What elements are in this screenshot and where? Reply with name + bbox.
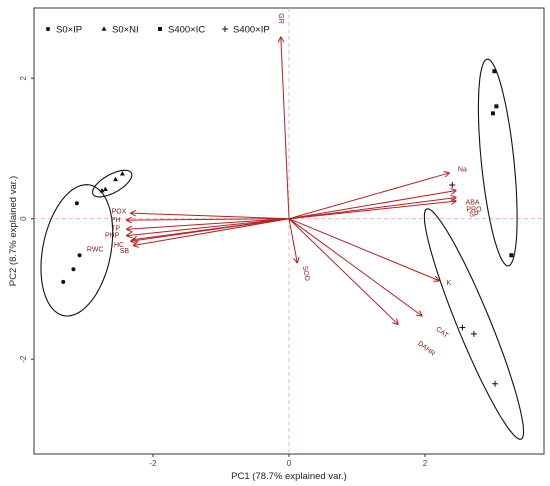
x-tick-label: -2 [149,459,157,468]
y-axis-ticks: -2 0 2 [19,75,34,363]
arrow-label-sod: SOD [301,265,311,281]
point-s400xip-3 [492,380,499,387]
loading-na: Na [288,166,467,220]
point-s0xni-2 [102,186,108,192]
ellipse-s0xni [92,169,133,198]
arrow-php [127,218,290,236]
y-tick-label: 0 [19,216,28,221]
loading-sp: SP [288,201,479,220]
arrow-rwc [133,218,290,240]
point-s400xic-2 [491,111,495,116]
data-points [61,69,514,387]
point-s400xip-2 [470,330,477,337]
legend-item-s400xic: S400×IC [158,25,205,36]
legend-marker-s0xip [46,27,50,31]
loading-ph: PH [111,217,290,224]
loading-aba: ABA [288,191,480,220]
loading-gr: GR [277,13,290,219]
arrow-ph [127,219,290,220]
arrow-cat [288,218,422,316]
arrow-sb [134,218,290,246]
arrow-label-tp: TP [111,225,120,232]
legend-label-s0xni: S0×NI [112,25,139,36]
ellipse-s400xic [477,58,518,267]
arrow-label-sp: SP [469,211,479,218]
point-s0xip-4 [77,253,82,258]
point-s400xic-4 [509,253,514,258]
point-s0xni-1 [119,171,125,176]
legend: S0×IP S0×NI S400×IC S400×IP [46,25,270,36]
point-s0xni-3 [113,176,119,182]
arrow-label-rwc: RWC [87,246,104,253]
arrow-sp [288,201,456,220]
point-s0xip-1 [74,201,79,206]
y-tick-label: -2 [19,355,28,363]
arrow-pox [131,213,290,220]
loading-sod: SOD [288,218,311,282]
arrow-label-aba: ABA [466,199,480,206]
loading-k: K [288,218,451,287]
loading-pro: PRO [288,198,482,220]
legend-marker-s400xic [158,27,162,31]
arrow-pro [288,198,456,220]
arrow-gr [281,37,290,219]
arrow-tp [127,218,290,230]
x-tick-label: 0 [287,459,292,468]
x-axis-title: PC1 (78.7% explained var.) [231,471,347,482]
point-s400xic-1 [492,69,497,74]
x-tick-label: 2 [423,459,428,468]
arrow-label-k: K [446,280,451,287]
arrow-dahr [288,218,398,324]
arrow-label-na: Na [458,166,467,173]
loading-tp: TP [111,218,290,232]
legend-marker-s0xni [101,26,107,31]
loading-rwc: RWC [87,218,290,253]
point-s400xic-3 [494,104,499,109]
x-axis-ticks: -2 0 2 [149,454,428,468]
arrow-label-hc: HC [114,242,124,249]
ellipse-s400xip [423,208,525,440]
arrow-label-php: PHP [105,232,120,239]
arrow-label-pro: PRO [466,206,482,213]
legend-label-s400xip: S400×IP [233,25,270,36]
loading-php: PHP [105,218,290,239]
arrow-label-sb: SB [120,248,130,255]
arrow-label-ph: PH [111,217,121,224]
arrow-na [288,173,449,220]
arrow-k [288,218,439,281]
legend-item-s0xip: S0×IP [46,25,82,36]
point-s0xip-3 [61,279,66,284]
point-s400xip-4 [449,181,456,188]
point-s0xni-4 [99,188,105,193]
arrow-label-gr: GR [277,13,284,24]
arrow-aba [288,191,456,220]
loading-sb: SB [120,218,290,255]
y-axis-title: PC2 (8.7% explained var.) [8,176,19,286]
legend-item-s400xip: S400×IP [222,25,270,36]
arrow-label-pox: POX [112,209,127,216]
point-s400xip-1 [459,324,466,331]
legend-item-s0xni: S0×NI [101,25,139,36]
arrow-sod [288,218,297,263]
legend-label-s400xic: S400×IC [168,25,205,36]
legend-marker-s400xip [222,26,228,32]
y-tick-label: 2 [19,75,28,80]
ellipse-s0xip [40,184,114,317]
loading-pox: POX [112,209,290,220]
confidence-ellipses [40,58,525,440]
point-s0xip-2 [71,267,76,272]
legend-label-s0xip: S0×IP [56,25,82,36]
